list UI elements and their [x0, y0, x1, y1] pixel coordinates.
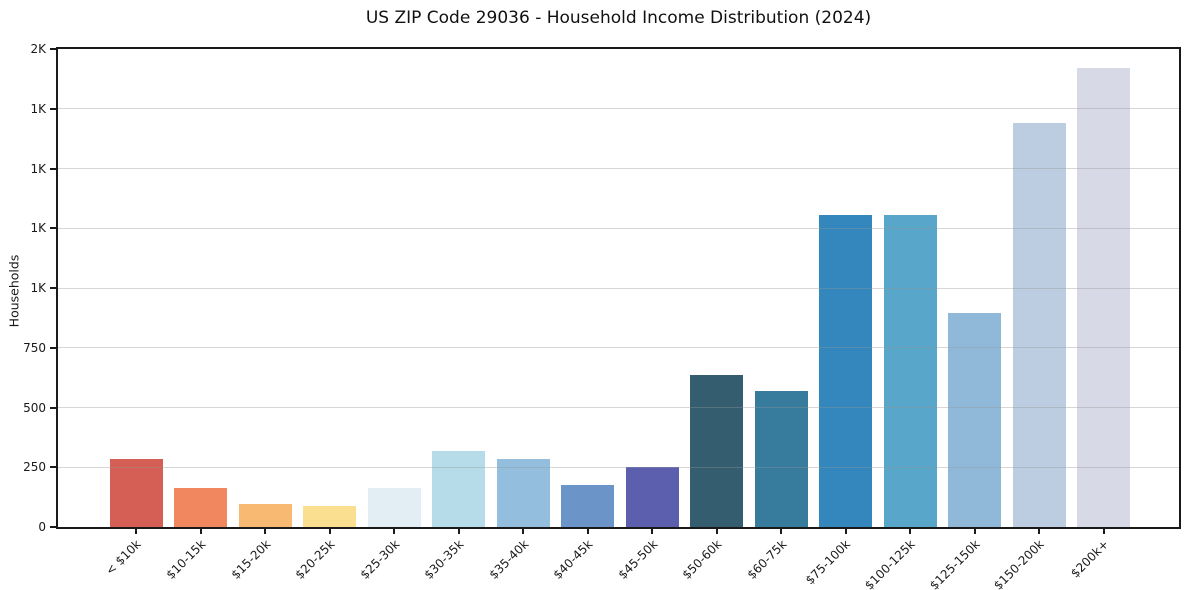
x-tick-label-text: $100-125k — [862, 537, 918, 590]
y-gridline — [58, 168, 1179, 169]
y-tick-mark — [50, 466, 56, 469]
y-tick-mark — [50, 227, 56, 230]
x-tick-label-text: $40-45k — [550, 537, 596, 582]
y-tick-mark — [50, 406, 56, 409]
x-tick-label-text: $125-150k — [926, 537, 983, 590]
x-tick-label-text: $15-20k — [228, 537, 273, 582]
bar — [238, 504, 292, 527]
y-gridline — [58, 466, 1179, 468]
bar — [303, 505, 356, 527]
x-tick-mark — [844, 529, 847, 534]
y-tick-mark — [50, 287, 56, 289]
x-tick-label-text: $30-35k — [421, 537, 467, 582]
x-tick-mark — [909, 529, 911, 534]
x-tick-label-text: < $10k — [103, 537, 144, 578]
x-tick-mark — [393, 529, 395, 534]
x-tick-label-text: $50-60k — [679, 537, 725, 582]
x-tick-label-text: $35-40k — [486, 537, 531, 582]
y-tick-mark — [50, 526, 56, 528]
x-tick-mark — [522, 529, 524, 534]
y-tick-label: 250 — [23, 460, 46, 475]
y-gridline — [58, 347, 1179, 349]
bar — [1012, 123, 1066, 527]
bar — [1077, 68, 1130, 527]
x-tick-mark — [715, 529, 718, 534]
x-tick-mark — [1102, 529, 1105, 534]
bar — [625, 467, 679, 527]
y-tick-label: 2K — [30, 42, 46, 56]
chart-title: US ZIP Code 29036 - Household Income Dis… — [365, 8, 872, 28]
y-tick-label: 1K — [30, 281, 46, 295]
y-tick-label: 0 — [38, 520, 46, 534]
y-tick-mark — [50, 167, 56, 170]
bar — [883, 215, 937, 527]
x-tick-mark — [135, 529, 137, 534]
x-tick-mark — [328, 529, 331, 534]
x-tick-label-text: $75-100k — [803, 537, 854, 588]
x-tick-label-text: $20-25k — [292, 537, 338, 582]
plot-area — [56, 47, 1181, 529]
bar — [367, 487, 421, 527]
y-tick-label: 1K — [30, 101, 46, 116]
bar — [754, 390, 808, 527]
x-tick-mark — [457, 529, 460, 534]
x-tick-mark — [973, 529, 976, 534]
y-tick-label: 500 — [23, 400, 46, 415]
x-tick-label-text: $60-75k — [744, 537, 789, 582]
y-tick-label: 750 — [23, 340, 46, 355]
x-tick-label-text: $45-50k — [615, 537, 660, 582]
x-tick-label-text: $25-30k — [357, 537, 402, 582]
bar — [109, 458, 163, 527]
bar — [432, 450, 485, 527]
bar — [561, 485, 614, 527]
bar — [948, 313, 1001, 527]
y-tick-mark — [50, 346, 56, 349]
x-tick-mark — [651, 529, 653, 534]
y-gridline — [58, 227, 1179, 229]
bar — [496, 458, 550, 527]
x-tick-label-text: $10-15k — [163, 537, 209, 582]
y-tick-mark — [50, 107, 56, 110]
bar — [174, 487, 227, 527]
x-tick-label-text: $150-200k — [991, 537, 1047, 590]
x-tick-mark — [1038, 529, 1040, 534]
x-tick-mark — [586, 529, 589, 534]
x-tick-mark — [780, 529, 782, 534]
x-tick-mark — [264, 529, 266, 534]
y-tick-mark — [50, 48, 56, 50]
y-gridline — [58, 407, 1179, 408]
bar — [819, 215, 872, 527]
y-gridline — [58, 108, 1179, 110]
y-gridline — [58, 287, 1179, 289]
x-tick-label-text: $200k+ — [1067, 537, 1112, 581]
y-tick-label: 1K — [30, 221, 46, 236]
bar — [690, 375, 743, 527]
y-tick-label: 1K — [30, 161, 46, 176]
x-tick-mark — [199, 529, 202, 534]
